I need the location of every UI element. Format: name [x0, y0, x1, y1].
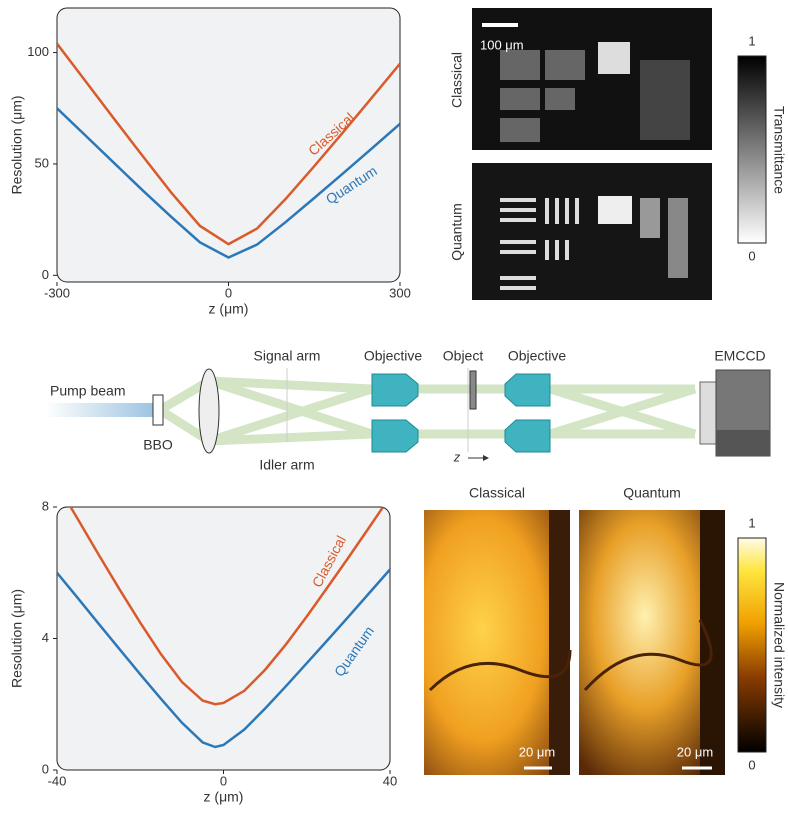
object-label: Object — [443, 348, 484, 364]
bottom-images: Classical Quantum 20 μm 20 μm — [424, 485, 725, 775]
y-axis-label: Resolution (μm) — [9, 589, 25, 688]
setup-diagram: Pump beam BBO Signal arm Idler arm Objec… — [45, 348, 770, 473]
plot-area — [57, 8, 400, 282]
objective-label: Objective — [508, 348, 567, 364]
objective-label: Objective — [364, 348, 423, 364]
x-tick-label: 0 — [225, 285, 232, 300]
top-images: 100 μm Classical Quantum — [449, 8, 712, 300]
colorbar-tick-label: 0 — [748, 757, 755, 772]
x-tick-label: -40 — [48, 773, 67, 788]
y-tick-label: 100 — [27, 44, 49, 59]
x-axis-label: z (μm) — [204, 789, 244, 805]
colorbar-tick-label: 1 — [748, 33, 755, 48]
pump-label: Pump beam — [50, 383, 125, 399]
quantum-edge — [700, 510, 725, 775]
y-tick-label: 0 — [42, 267, 49, 282]
y-tick-label: 4 — [42, 630, 49, 645]
x-axis-label: z (μm) — [209, 301, 249, 317]
camera-base — [716, 430, 770, 456]
camera-label: EMCCD — [714, 348, 765, 364]
colorbar — [738, 538, 766, 752]
column-label: Quantum — [623, 485, 681, 501]
camera-window — [700, 382, 718, 444]
x-tick-label: -300 — [44, 285, 70, 300]
signal-label: Signal arm — [254, 348, 321, 364]
classical-image — [424, 510, 570, 775]
object — [470, 371, 476, 409]
beams — [160, 381, 695, 441]
colorbar-label: Normalized intensity — [771, 582, 787, 708]
figure: 100 μm Classical Quantum Pump bea — [0, 0, 788, 819]
colorbar-tick-label: 0 — [748, 248, 755, 263]
z-arrowhead — [483, 455, 489, 461]
y-tick-label: 8 — [42, 498, 49, 513]
axis-label: z — [453, 449, 461, 464]
y-tick-label: 50 — [35, 155, 49, 170]
column-label: Classical — [469, 485, 525, 501]
classical-edge — [549, 510, 570, 775]
crystal-label: BBO — [143, 437, 173, 453]
bbo-crystal — [153, 395, 163, 425]
scale-bar-label: 20 μm — [519, 744, 555, 759]
row-label: Classical — [449, 52, 465, 108]
colorbar-tick-label: 1 — [748, 515, 755, 530]
x-tick-label: 300 — [389, 285, 411, 300]
pump-beam — [45, 403, 155, 417]
scale-bar-label: 20 μm — [677, 744, 713, 759]
row-label: Quantum — [449, 203, 465, 261]
idler-label: Idler arm — [259, 457, 314, 473]
y-axis-label: Resolution (μm) — [9, 95, 25, 194]
scale-bar-label: 100 μm — [480, 37, 524, 52]
x-tick-label: 0 — [220, 773, 227, 788]
colorbar-label: Transmittance — [771, 106, 787, 194]
lens — [199, 369, 219, 453]
colorbar — [738, 56, 766, 243]
x-tick-label: 40 — [383, 773, 397, 788]
